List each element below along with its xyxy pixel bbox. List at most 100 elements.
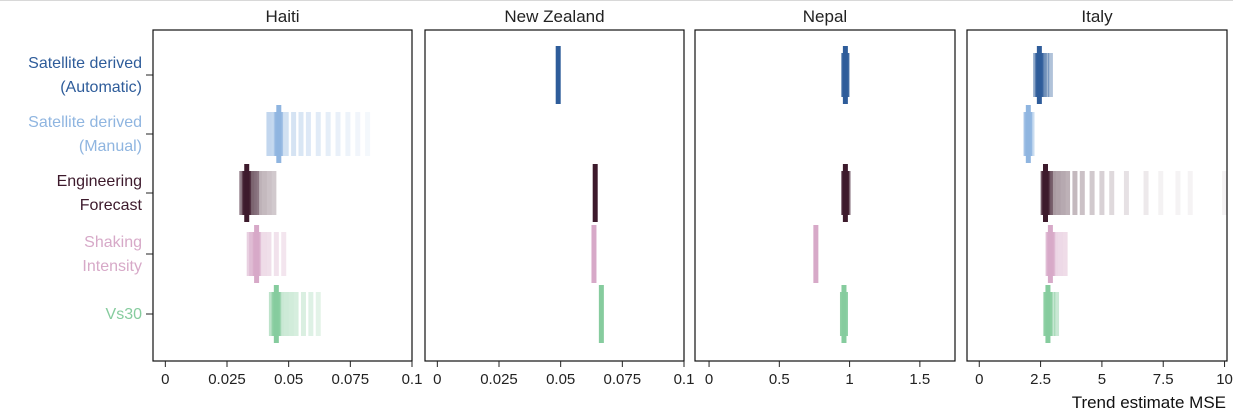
spread-mark-eng xyxy=(1099,171,1105,215)
spread-mark-vs30 xyxy=(315,292,321,336)
y-tick-label-sat_auto-0: Satellite derived xyxy=(28,55,142,72)
spread-mark-vs30 xyxy=(283,292,289,336)
spread-mark-sat_auto xyxy=(1047,53,1053,97)
x-tick-label: 0.1 xyxy=(402,371,423,388)
y-tick-label-eng-1: Forecast xyxy=(80,197,143,214)
panel-title: Haiti xyxy=(265,7,299,26)
spread-mark-eng xyxy=(266,171,272,215)
y-tick-label-shaking-0: Shaking xyxy=(84,234,142,251)
spread-mark-eng xyxy=(256,171,262,215)
x-axis-label: Trend estimate MSE xyxy=(1072,393,1226,412)
spread-mark-vs30 xyxy=(278,292,284,336)
y-tick-label-sat_manual-0: Satellite derived xyxy=(28,114,142,131)
mean-mark-eng xyxy=(244,164,250,222)
x-tick-label: 0.075 xyxy=(604,371,642,388)
spread-mark-eng xyxy=(1055,171,1061,215)
spread-mark-shaking xyxy=(1062,232,1068,276)
spread-mark-sat_manual xyxy=(345,112,351,156)
spread-mark-eng xyxy=(271,171,277,215)
mean-mark-shaking xyxy=(254,225,260,283)
x-tick-label: 10 xyxy=(1216,371,1233,388)
x-tick-label: 0.05 xyxy=(546,371,575,388)
panel-1: New Zealand 0 0.025 0.05 0.075 0.1 xyxy=(424,7,694,388)
x-tick-label: 1 xyxy=(845,371,853,388)
spread-mark-sat_manual xyxy=(266,112,272,156)
spread-mark-eng xyxy=(1089,171,1095,215)
mean-mark-vs30 xyxy=(1045,285,1051,343)
x-tick-label: 0 xyxy=(975,371,983,388)
spread-mark-eng xyxy=(1079,171,1085,215)
mean-mark-sat_auto xyxy=(842,46,848,104)
spread-mark-sat_manual xyxy=(325,112,331,156)
mean-mark-eng xyxy=(592,164,598,222)
spread-mark-vs30 xyxy=(288,292,294,336)
spread-mark-eng xyxy=(1175,171,1181,215)
spread-mark-eng xyxy=(1060,171,1066,215)
mean-mark-eng xyxy=(1042,164,1048,222)
spread-mark-vs30 xyxy=(1050,292,1056,336)
spread-mark-eng xyxy=(1123,171,1129,215)
panel-frame xyxy=(424,29,685,362)
spread-mark-vs30 xyxy=(293,292,299,336)
spread-mark-sat_manual xyxy=(298,112,304,156)
spread-mark-sat_manual xyxy=(355,112,361,156)
facet-panels: Haiti 0 0.025 0.05 0.075 0.1 New Zealand 0 0.025… xyxy=(152,7,1233,388)
mean-mark-vs30 xyxy=(598,285,604,343)
spread-mark-eng xyxy=(1158,171,1164,215)
x-tick-label: 0.05 xyxy=(274,371,303,388)
panel-frame xyxy=(966,29,1228,362)
spread-mark-sat_manual xyxy=(271,112,277,156)
mean-mark-shaking xyxy=(591,225,597,283)
spread-mark-sat_manual xyxy=(305,112,311,156)
spread-mark-sat_manual xyxy=(283,112,289,156)
panel-frame xyxy=(694,29,956,362)
x-tick-label: 7.5 xyxy=(1153,371,1174,388)
spread-mark-sat_auto xyxy=(1041,53,1047,97)
panel-frame xyxy=(152,29,413,362)
x-tick-label: 0.5 xyxy=(769,371,790,388)
x-tick-label: 0.025 xyxy=(480,371,518,388)
spread-mark-sat_manual xyxy=(365,112,371,156)
spread-mark-sat_manual xyxy=(315,112,321,156)
mean-mark-sat_auto xyxy=(555,46,561,104)
spread-mark-sat_manual xyxy=(291,112,297,156)
spread-mark-eng xyxy=(1187,171,1193,215)
x-tick-label: 0 xyxy=(705,371,713,388)
panel-2: Nepal 0 0.5 1 1.5 xyxy=(694,7,956,388)
spread-mark-eng xyxy=(1047,171,1053,215)
y-axis-labels: Satellite derived (Automatic) Satellite de… xyxy=(28,55,153,323)
spread-mark-vs30 xyxy=(1054,292,1060,336)
x-tick-label: 2.5 xyxy=(1030,371,1051,388)
spread-mark-shaking xyxy=(1052,232,1058,276)
spread-mark-sat_auto xyxy=(1044,53,1050,97)
y-tick-label-vs30-0: Vs30 xyxy=(106,306,143,323)
spread-mark-eng xyxy=(1109,171,1115,215)
x-tick-label: 0.075 xyxy=(332,371,370,388)
x-tick-label: 0 xyxy=(161,371,169,388)
spread-mark-eng xyxy=(1050,171,1056,215)
spread-mark-shaking xyxy=(1057,232,1063,276)
mean-mark-eng xyxy=(842,164,848,222)
spread-mark-eng xyxy=(254,171,260,215)
panel-title: Italy xyxy=(1081,7,1113,26)
top-divider xyxy=(0,0,1233,1)
spread-mark-eng xyxy=(1072,171,1078,215)
spread-mark-eng xyxy=(1065,171,1071,215)
x-tick-label: 0 xyxy=(433,371,441,388)
spread-mark-eng xyxy=(1143,171,1149,215)
panel-3: Italy 0 2.5 5 7.5 10 xyxy=(966,7,1233,388)
spread-mark-eng xyxy=(249,171,255,215)
mean-mark-vs30 xyxy=(841,285,847,343)
x-tick-label: 1.5 xyxy=(909,371,930,388)
x-tick-label: 5 xyxy=(1098,371,1106,388)
y-tick-label-eng-0: Engineering xyxy=(57,173,142,190)
x-tick-label: 0.025 xyxy=(208,371,246,388)
spread-mark-eng xyxy=(1222,171,1228,215)
spread-mark-shaking xyxy=(261,232,267,276)
spread-mark-vs30 xyxy=(308,292,314,336)
mean-mark-vs30 xyxy=(273,285,279,343)
spread-mark-shaking xyxy=(281,232,287,276)
mean-mark-shaking xyxy=(813,225,819,283)
spread-mark-eng xyxy=(261,171,267,215)
